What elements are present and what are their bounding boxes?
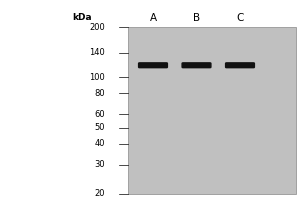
Text: A: A [149,13,157,23]
Text: C: C [236,13,244,23]
Text: kDa: kDa [72,14,92,22]
Text: 100: 100 [89,73,105,82]
FancyBboxPatch shape [226,63,254,68]
FancyBboxPatch shape [182,63,211,68]
Text: 40: 40 [94,139,105,148]
Text: 30: 30 [94,160,105,169]
Text: 200: 200 [89,22,105,31]
Text: B: B [193,13,200,23]
Text: 50: 50 [94,123,105,132]
Bar [128,27,296,194]
Text: 140: 140 [89,48,105,57]
Text: 20: 20 [94,190,105,198]
Text: 60: 60 [94,110,105,119]
Text: 80: 80 [94,89,105,98]
FancyBboxPatch shape [139,63,167,68]
